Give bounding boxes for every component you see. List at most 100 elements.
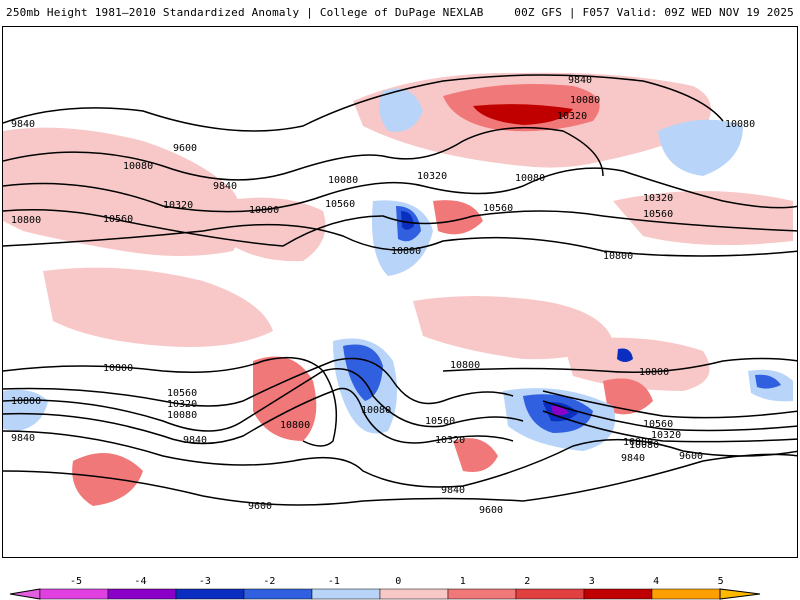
alaska-negative-anomaly xyxy=(379,88,423,132)
contour-label: 10800 xyxy=(103,363,133,374)
legend-color-segment xyxy=(243,588,313,600)
contour-9600-south xyxy=(3,453,797,506)
legend-color-segment xyxy=(379,588,449,600)
contour-label: 10080 xyxy=(167,410,197,421)
contour-label: 10800 xyxy=(603,251,633,262)
contour-label: 10080 xyxy=(623,437,653,448)
us-east-positive-anomaly xyxy=(433,200,483,235)
contour-label: 10080 xyxy=(328,175,358,186)
contour-label: 10320 xyxy=(557,111,587,122)
contour-label: 10320 xyxy=(435,435,465,446)
legend-tick-label: -2 xyxy=(263,576,276,587)
contour-10560-north xyxy=(3,209,797,247)
legend-tick-label: -4 xyxy=(134,576,147,587)
western-us-core-negative xyxy=(401,211,414,230)
contour-label: 10560 xyxy=(167,388,197,399)
map-panel: 9840 10080 10320 9840 9600 10080 9840 10… xyxy=(2,26,798,558)
contour-label: 10560 xyxy=(483,203,513,214)
anomaly-color-legend: -5 -4 -3 -2 -1 0 1 2 3 4 5 xyxy=(0,568,800,600)
legend-tick-label: 1 xyxy=(459,576,466,587)
legend-tick-label: 3 xyxy=(588,576,595,587)
indian-positive-anomaly xyxy=(603,378,653,415)
legend-colorbar xyxy=(9,588,761,600)
contour-label: 9600 xyxy=(679,451,703,462)
contour-label: 10560 xyxy=(103,214,133,225)
legend-color-bars xyxy=(39,588,721,600)
contour-label: 9840 xyxy=(11,119,35,130)
legend-tick-label: 4 xyxy=(653,576,660,587)
africa-positive-anomaly xyxy=(563,337,710,391)
contour-label: 9600 xyxy=(173,143,197,154)
contour-label: 9600 xyxy=(479,505,503,516)
contour-10320-sa xyxy=(542,400,797,432)
contour-10320-north xyxy=(3,167,797,213)
contour-label: 10800 xyxy=(11,396,41,407)
legend-color-segment xyxy=(311,588,381,600)
contour-label: 9840 xyxy=(441,485,465,496)
scandinavia-negative-anomaly xyxy=(658,119,743,176)
legend-tick-label: -1 xyxy=(327,576,340,587)
contour-10080-north xyxy=(3,126,604,181)
legend-color-segment xyxy=(39,588,109,600)
legend-high-end-cap xyxy=(719,588,761,600)
contour-label: 10560 xyxy=(643,419,673,430)
contour-10560-sa xyxy=(542,390,797,419)
europe-positive-anomaly xyxy=(613,191,793,245)
contour-10080-south xyxy=(3,387,514,445)
contour-label: 10320 xyxy=(417,171,447,182)
contour-10800-south xyxy=(3,356,338,447)
south-atlantic-positive-anomaly xyxy=(453,438,498,472)
contour-label: 9840 xyxy=(11,433,35,444)
contour-label: 10080 xyxy=(361,405,391,416)
legend-color-segment xyxy=(447,588,517,600)
far-east-strong-negative xyxy=(755,374,781,389)
contour-label: 10800 xyxy=(450,360,480,371)
positive-anomaly-shading xyxy=(3,72,793,506)
negative-anomaly-shading xyxy=(3,88,793,451)
contour-label: 10800 xyxy=(639,367,669,378)
legend-tick-label: -5 xyxy=(69,576,83,587)
contour-label: 9840 xyxy=(568,75,592,86)
legend-tick-label: 2 xyxy=(524,576,531,587)
legend-low-end-cap xyxy=(9,588,41,600)
legend-tick-label: 0 xyxy=(395,576,402,587)
height-contours xyxy=(3,74,797,506)
legend-tick-label: -3 xyxy=(198,576,211,587)
south-america-positive-anomaly xyxy=(413,296,613,360)
contour-label: 10080 xyxy=(629,440,659,451)
legend-color-segment xyxy=(107,588,177,600)
small-negative-cell xyxy=(617,348,633,362)
contour-label: 10560 xyxy=(425,416,455,427)
contour-label: 10080 xyxy=(570,95,600,106)
legend-tick-label: 5 xyxy=(717,576,724,587)
contour-label: 9840 xyxy=(183,435,207,446)
contour-label: 9840 xyxy=(621,453,645,464)
contour-10560-south xyxy=(3,357,514,407)
contour-label: 10560 xyxy=(643,209,673,220)
legend-color-segment xyxy=(651,588,721,600)
south-atlantic-extreme-negative xyxy=(551,405,569,416)
contour-label: 10800 xyxy=(249,205,279,216)
asia-positive-anomaly xyxy=(3,127,243,257)
contour-label: 10320 xyxy=(163,200,193,211)
contour-10800-north xyxy=(3,223,797,257)
contour-label: 9840 xyxy=(213,181,237,192)
contour-label: 10560 xyxy=(325,199,355,210)
contour-labels: 9840 10080 10320 9840 9600 10080 9840 10… xyxy=(11,75,755,516)
contour-label: 9600 xyxy=(248,501,272,512)
model-run-info: 00Z GFS | F057 Valid: 09Z WED NOV 19 202… xyxy=(514,6,794,19)
contour-label: 10080 xyxy=(123,161,153,172)
contour-label: 10800 xyxy=(391,246,421,257)
pacific-positive-anomaly xyxy=(223,197,326,262)
contour-label: 10320 xyxy=(167,399,197,410)
map-canvas: 9840 10080 10320 9840 9600 10080 9840 10… xyxy=(3,72,797,516)
southern-ocean-positive-anomaly xyxy=(72,453,143,506)
contour-10320-south xyxy=(3,368,524,432)
new-zealand-positive-anomaly xyxy=(253,356,317,441)
greenland-strong-anomaly xyxy=(473,104,573,125)
contour-9840-south xyxy=(3,430,797,488)
map-title: 250mb Height 1981–2010 Standardized Anom… xyxy=(6,6,484,19)
contour-10080-sa xyxy=(542,410,797,443)
contour-label: 10080 xyxy=(515,173,545,184)
contour-label: 10320 xyxy=(651,430,681,441)
